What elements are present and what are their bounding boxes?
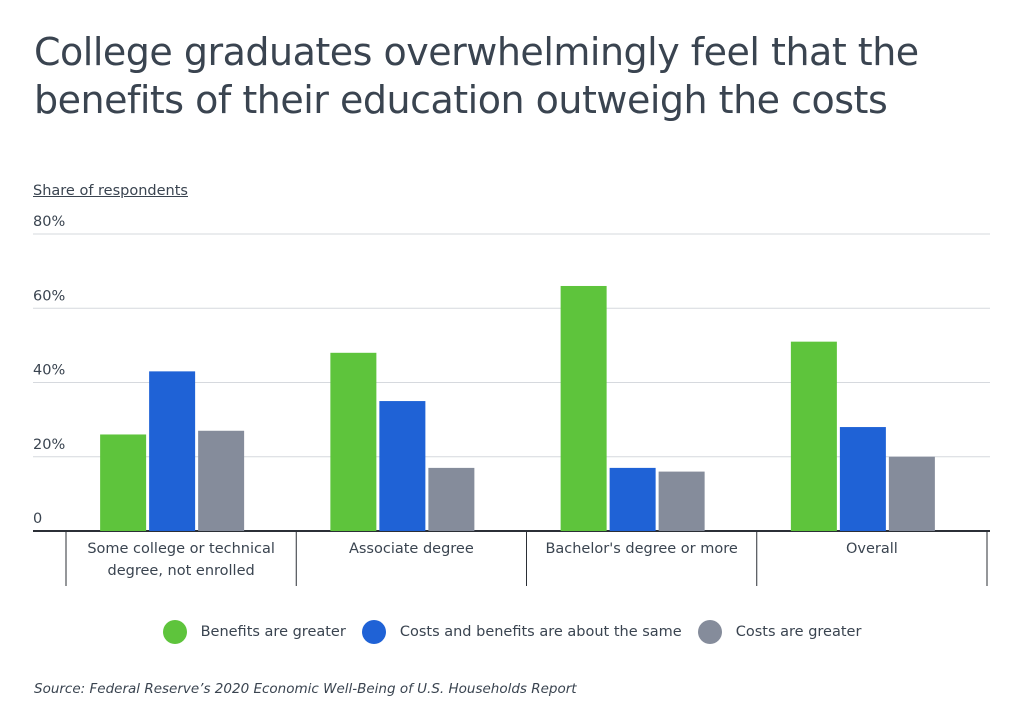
bar [609,467,656,531]
legend: Benefits are greater Costs and benefits … [0,620,1024,644]
legend-label-benefits: Benefits are greater [200,624,346,640]
x-tick-label: Overall [846,541,898,557]
x-tick-label: Associate degree [349,541,474,557]
y-tick-label: 40% [33,363,65,379]
y-tick-label: 0 [33,511,42,527]
legend-swatch-benefits [162,620,187,644]
legend-label-costs: Costs are greater [735,624,862,640]
bar [100,434,147,531]
chart-title: College graduates overwhelmingly feel th… [34,30,919,122]
bar [658,471,705,531]
bar [428,467,475,531]
legend-item-costs: Costs are greater [697,620,862,644]
legend-label-same: Costs and benefits are about the same [399,624,682,640]
source-note: Source: Federal Reserve’s 2020 Economic … [34,681,577,697]
legend-swatch-costs [697,620,722,644]
bar [149,371,196,531]
bar [790,341,837,531]
bar [839,427,886,531]
bar [198,430,245,531]
y-tick-label: 80% [33,214,65,230]
x-tick-label: degree, not enrolled [108,563,255,579]
y-tick-label: 60% [33,288,65,304]
y-axis-label: Share of respondents [33,183,188,199]
legend-item-same: Costs and benefits are about the same [361,620,682,644]
y-tick-label: 20% [33,437,65,453]
x-tick-label: Some college or technical [87,541,275,557]
bar [888,456,935,531]
bar [560,285,607,531]
bar [379,401,426,531]
legend-item-benefits: Benefits are greater [162,620,346,644]
bar [330,352,377,531]
bar-chart: 0 20% 40% 60% 80% Some college or technical de… [33,214,990,586]
x-tick-label: Bachelor's degree or more [545,541,737,557]
legend-swatch-same [361,620,386,644]
